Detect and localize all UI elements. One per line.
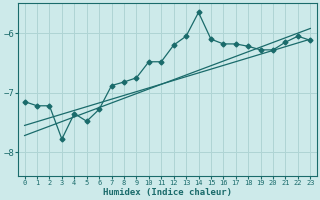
X-axis label: Humidex (Indice chaleur): Humidex (Indice chaleur) — [103, 188, 232, 197]
